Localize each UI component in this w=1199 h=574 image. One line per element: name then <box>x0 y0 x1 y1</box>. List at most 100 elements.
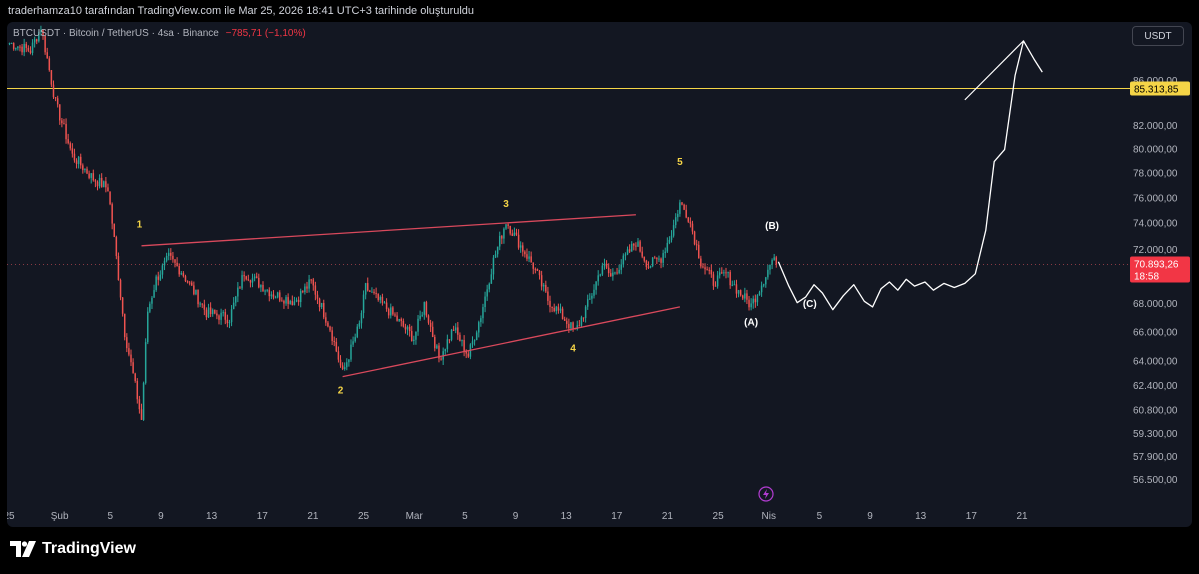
candle-body <box>310 279 312 281</box>
candle-body <box>744 293 746 299</box>
candle-body <box>44 35 46 53</box>
candle-body <box>193 285 195 295</box>
projection-path <box>777 40 1043 311</box>
candle-body <box>457 327 459 335</box>
candle-body <box>624 254 627 256</box>
candle-body <box>339 359 342 366</box>
x-tick-label: 17 <box>257 511 269 522</box>
current-price-badge <box>1130 256 1190 283</box>
candle-body <box>760 285 763 293</box>
price-chart[interactable]: 86.000,00 82.000,00 80.000,00 78.000,00 76.0… <box>7 22 1192 527</box>
candle-body <box>297 299 300 303</box>
wedge-trendline <box>342 306 681 378</box>
candle-body <box>392 307 394 315</box>
x-tick-label: 21 <box>662 511 674 522</box>
x-tick-label: 13 <box>206 511 218 522</box>
candle-body <box>737 290 740 294</box>
candle-body <box>771 260 773 265</box>
candle-body <box>725 272 727 274</box>
currency-button[interactable]: USDT <box>1132 26 1184 46</box>
candle-body <box>75 160 78 164</box>
candle-body <box>111 204 113 224</box>
candle-body <box>71 148 74 154</box>
lightning-icon[interactable] <box>758 486 774 502</box>
candle-body <box>658 258 660 260</box>
candle-body <box>266 289 268 291</box>
candle-body <box>155 276 157 291</box>
candle-body <box>159 274 162 280</box>
candle-body <box>390 307 392 316</box>
candle-body <box>29 50 32 53</box>
candle-body <box>94 180 97 182</box>
candle-body <box>117 255 120 281</box>
candle-body <box>96 181 99 187</box>
candle-body <box>354 337 356 342</box>
separator: · <box>151 28 158 39</box>
candle-body <box>320 303 323 308</box>
candle-body <box>408 326 411 332</box>
candle-body <box>291 301 294 306</box>
x-tick-label: 5 <box>462 511 468 522</box>
candle-body <box>79 156 82 166</box>
x-tick-label: 25 <box>7 511 15 522</box>
candle-body <box>98 177 101 187</box>
candle-body <box>379 296 382 300</box>
candle-body <box>672 225 675 236</box>
candle-body <box>762 284 765 286</box>
candle-body <box>373 291 375 294</box>
candle-body <box>605 263 608 268</box>
candle-body <box>211 309 214 315</box>
candle-body <box>637 241 639 247</box>
candle-body <box>226 319 229 324</box>
candle-body <box>603 263 606 266</box>
candle-body <box>90 173 92 178</box>
candle-body <box>362 294 365 313</box>
tradingview-logo[interactable]: TradingView <box>10 540 136 558</box>
interval-label[interactable]: 4sa <box>157 28 174 39</box>
candle-body <box>186 281 189 283</box>
x-tick-label: Şub <box>51 511 69 522</box>
candle-body <box>209 307 212 315</box>
candle-body <box>138 399 141 410</box>
candle-body <box>679 202 681 214</box>
candle-body <box>706 269 708 271</box>
candle-body <box>436 345 438 349</box>
candle-body <box>480 318 482 323</box>
ticker-label[interactable]: BTCUSDT <box>13 28 61 39</box>
candle-body <box>371 291 373 293</box>
candle-body <box>289 301 291 304</box>
candle-body <box>153 290 155 298</box>
candle-body <box>540 275 543 287</box>
candle-body <box>82 165 84 171</box>
countdown-text: 18:58 <box>1134 271 1159 282</box>
candle-body <box>421 314 423 316</box>
candle-body <box>224 312 227 320</box>
candle-body <box>356 326 359 338</box>
candle-body <box>406 326 409 330</box>
candle-body <box>454 327 457 331</box>
candle-body <box>52 84 55 98</box>
chart-panel[interactable]: 86.000,00 82.000,00 80.000,00 78.000,00 76.0… <box>7 22 1192 527</box>
candle-body <box>329 326 331 331</box>
candle-body <box>253 276 256 279</box>
candle-body <box>580 317 583 326</box>
candle-body <box>316 294 319 299</box>
candle-body <box>402 320 405 327</box>
y-tick-label: 80.000,00 <box>1133 145 1178 156</box>
separator: · <box>62 28 69 39</box>
candle-body <box>40 30 42 32</box>
candle-body <box>693 231 696 245</box>
candle-body <box>12 43 15 49</box>
candle-body <box>205 309 208 318</box>
candle-body <box>84 168 86 171</box>
candle-body <box>335 341 338 352</box>
candle-body <box>748 299 750 308</box>
candle-body <box>542 284 545 287</box>
candle-body <box>293 301 296 306</box>
candle-body <box>262 284 264 292</box>
candle-body <box>144 342 147 383</box>
candle-body <box>649 266 652 268</box>
candle-body <box>517 234 520 248</box>
candle-body <box>327 322 329 327</box>
candle-body <box>473 340 476 342</box>
